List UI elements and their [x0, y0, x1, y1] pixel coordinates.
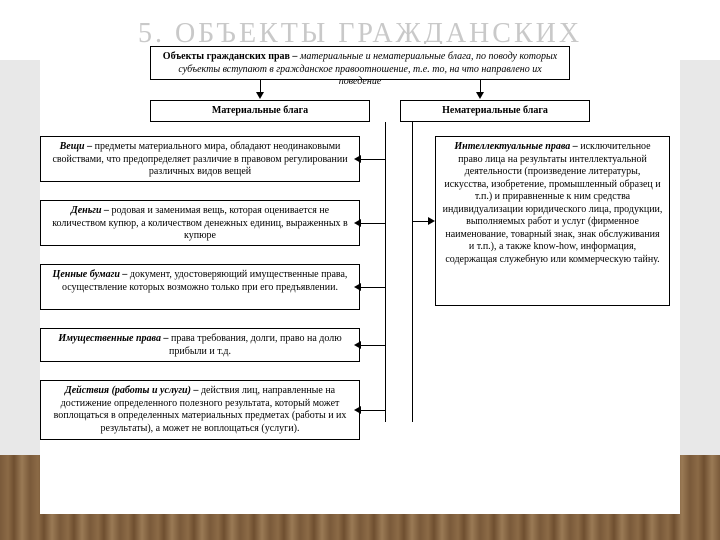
left-item-2: Ценные бумаги – документ, удостоверяющий… [40, 264, 360, 310]
left-conn-2-head [354, 283, 361, 291]
left-item-3-t: права требования, долги, право на долю п… [169, 333, 342, 357]
left-conn-4 [360, 410, 385, 411]
left-conn-4-head [354, 406, 361, 414]
left-conn-1-head [354, 219, 361, 227]
arrow-root-left-head [256, 92, 264, 99]
left-conn-3-head [354, 341, 361, 349]
left-spine [385, 122, 386, 422]
left-item-0-b: Вещи – [60, 141, 95, 152]
right-item-t: исключительное право лица на результаты … [443, 141, 663, 265]
left-conn-0-head [354, 155, 361, 163]
diagram-canvas: Объекты гражданских прав – материальные … [40, 44, 680, 514]
left-item-2-b: Ценные бумаги – [53, 269, 130, 280]
left-conn-0 [360, 159, 385, 160]
left-conn-2 [360, 287, 385, 288]
branch-left: Материальные блага [150, 100, 370, 122]
branch-left-label: Материальные блага [212, 105, 308, 116]
root-title-bold: Объекты гражданских прав – [163, 51, 300, 62]
right-conn-0-head [428, 217, 435, 225]
left-conn-3 [360, 345, 385, 346]
arrow-root-right-head [476, 92, 484, 99]
right-spine [412, 122, 413, 422]
left-item-4-b: Действия (работы и услуги) – [65, 385, 201, 396]
branch-right-label: Нематериальные блага [442, 105, 548, 116]
root-box: Объекты гражданских прав – материальные … [150, 46, 570, 80]
left-item-4: Действия (работы и услуги) – действия ли… [40, 380, 360, 440]
left-item-3: Имущественные права – права требования, … [40, 328, 360, 362]
left-conn-1 [360, 223, 385, 224]
branch-right: Нематериальные блага [400, 100, 590, 122]
right-item-b: Интеллектуальные права – [454, 141, 580, 152]
left-item-0-t: предметы материального мира, обладают не… [52, 141, 347, 177]
right-item: Интеллектуальные права – исключительное … [435, 136, 670, 306]
left-item-1-b: Деньги – [71, 205, 112, 216]
left-item-0: Вещи – предметы материального мира, обла… [40, 136, 360, 182]
left-item-3-b: Имущественные права – [58, 333, 171, 344]
left-item-1: Деньги – родовая и заменимая вещь, котор… [40, 200, 360, 246]
